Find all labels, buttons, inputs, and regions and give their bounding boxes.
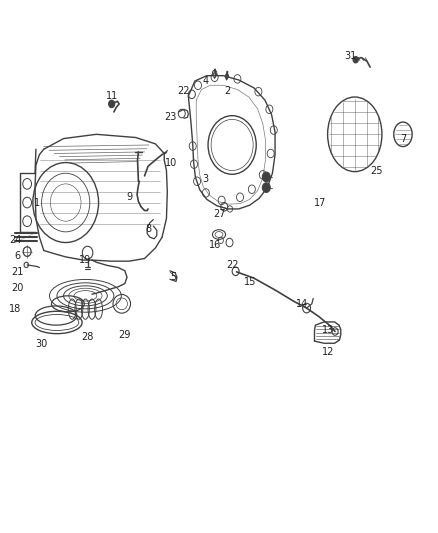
Text: 10: 10 bbox=[165, 158, 177, 167]
Text: 27: 27 bbox=[213, 209, 225, 219]
Text: 15: 15 bbox=[244, 278, 256, 287]
Text: 14: 14 bbox=[296, 299, 308, 309]
Text: 8: 8 bbox=[146, 224, 152, 234]
Circle shape bbox=[109, 100, 115, 108]
Text: 18: 18 bbox=[9, 304, 21, 314]
Text: 31: 31 bbox=[344, 51, 357, 61]
Text: 25: 25 bbox=[371, 166, 383, 175]
Circle shape bbox=[353, 56, 358, 63]
Text: 1: 1 bbox=[34, 198, 40, 207]
Text: 20: 20 bbox=[11, 283, 24, 293]
Circle shape bbox=[262, 172, 270, 182]
Text: 22: 22 bbox=[178, 86, 190, 95]
Text: 30: 30 bbox=[35, 339, 48, 349]
Circle shape bbox=[262, 183, 270, 192]
Text: 9: 9 bbox=[126, 192, 132, 202]
Text: 19: 19 bbox=[79, 255, 92, 265]
Text: 11: 11 bbox=[106, 91, 118, 101]
Text: 7: 7 bbox=[400, 134, 406, 143]
Text: 23: 23 bbox=[165, 112, 177, 122]
Text: 22: 22 bbox=[226, 261, 238, 270]
Text: 13: 13 bbox=[322, 326, 335, 335]
Text: 3: 3 bbox=[203, 174, 209, 183]
Text: 16: 16 bbox=[208, 240, 221, 250]
Text: 2: 2 bbox=[225, 86, 231, 95]
Text: 29: 29 bbox=[119, 330, 131, 340]
Text: 17: 17 bbox=[314, 198, 326, 207]
Text: 5: 5 bbox=[170, 272, 176, 282]
Text: 28: 28 bbox=[81, 332, 94, 342]
Text: 21: 21 bbox=[11, 267, 24, 277]
Text: 24: 24 bbox=[9, 235, 21, 245]
Text: 12: 12 bbox=[322, 347, 335, 357]
Text: 4: 4 bbox=[203, 76, 209, 86]
Text: 6: 6 bbox=[14, 251, 21, 261]
